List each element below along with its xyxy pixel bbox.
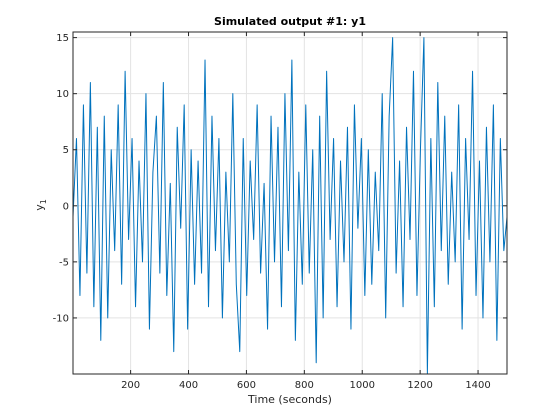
y-axis-label-subscript: 1 xyxy=(39,199,48,204)
plot-box xyxy=(72,31,508,375)
y-tick-label: -10 xyxy=(53,313,69,324)
y-tick-label: -5 xyxy=(59,257,69,268)
y-tick-label: 0 xyxy=(63,201,69,212)
svg-text:y1: y1 xyxy=(33,199,48,211)
chart-title: Simulated output #1: y1 xyxy=(214,15,366,28)
series-line-y1 xyxy=(72,37,508,375)
plot-area xyxy=(73,32,507,374)
x-tick-label: 800 xyxy=(295,380,314,391)
x-tick-label: 1000 xyxy=(350,380,375,391)
x-tick-label: 400 xyxy=(179,380,198,391)
x-tick-label: 1400 xyxy=(465,380,490,391)
y-tick-label: 15 xyxy=(56,33,69,44)
tick-marks xyxy=(73,32,507,374)
x-tick-label: 200 xyxy=(121,380,140,391)
x-tick-labels: 200 400 600 800 1000 1200 1400 xyxy=(121,380,491,391)
y-axis-label-main: y xyxy=(33,204,46,211)
x-tick-label: 600 xyxy=(237,380,256,391)
y-tick-label: 5 xyxy=(63,145,69,156)
y-axis-label: y1 xyxy=(33,199,48,211)
y-tick-label: 10 xyxy=(56,89,69,100)
x-axis-label: Time (seconds) xyxy=(247,393,332,406)
y-tick-labels: -10 -5 0 5 10 15 xyxy=(53,33,69,324)
x-tick-label: 1200 xyxy=(407,380,432,391)
